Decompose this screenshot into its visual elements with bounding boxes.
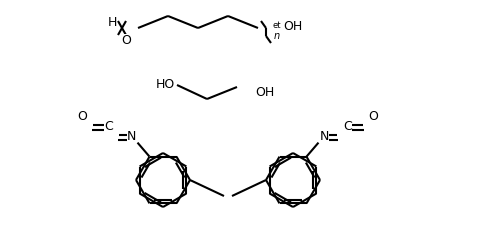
Text: HO: HO: [156, 79, 175, 92]
Text: C: C: [343, 120, 352, 133]
Text: O: O: [121, 33, 131, 47]
Text: OH: OH: [284, 20, 302, 32]
Text: N: N: [127, 130, 136, 143]
Text: OH: OH: [255, 87, 274, 99]
Text: O: O: [78, 110, 88, 123]
Text: et: et: [273, 21, 281, 30]
Text: n: n: [274, 31, 280, 41]
Text: O: O: [368, 110, 378, 123]
Text: C: C: [104, 120, 113, 133]
Text: H: H: [108, 17, 116, 30]
Text: N: N: [320, 130, 329, 143]
